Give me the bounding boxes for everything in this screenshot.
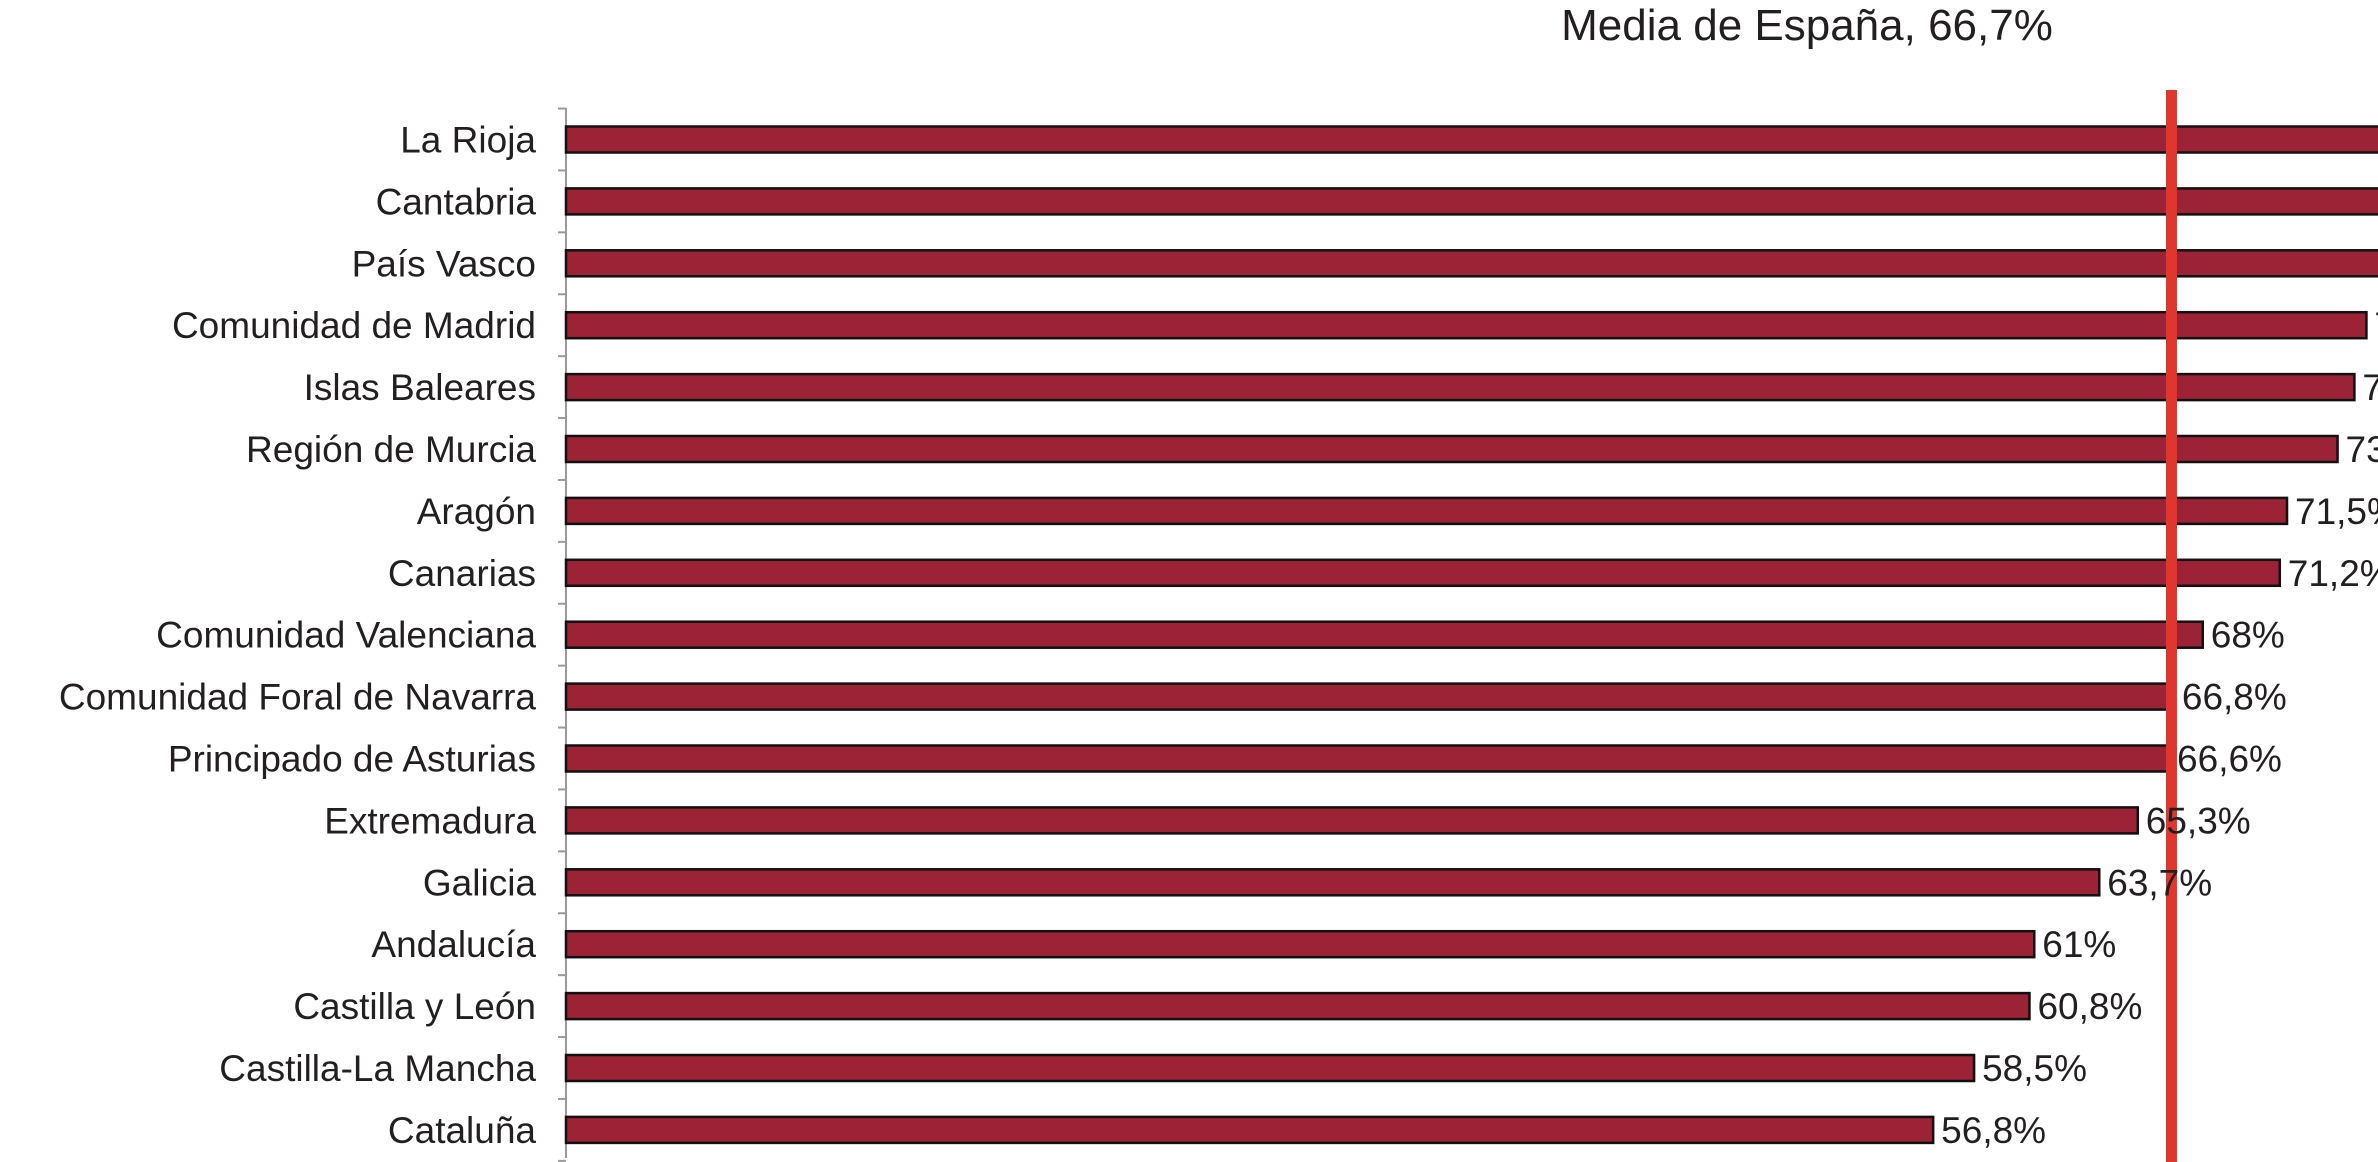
- category-label: Comunidad Valenciana: [156, 615, 536, 656]
- bar: [564, 682, 2176, 711]
- category-label: Castilla y León: [293, 986, 536, 1027]
- category-label: Canarias: [388, 553, 536, 594]
- data-label: 68%: [2211, 615, 2285, 656]
- category-label: La Rioja: [400, 120, 536, 161]
- bar: [564, 868, 2101, 897]
- category-label: Región de Murcia: [246, 429, 536, 470]
- bar: [564, 620, 2205, 649]
- bar: [564, 929, 2036, 959]
- bar: [564, 187, 2378, 216]
- data-label: 74,3%: [2362, 367, 2378, 408]
- category-label: Galicia: [423, 862, 537, 903]
- bar: [564, 496, 2289, 526]
- bar: [564, 991, 2031, 1021]
- bar: [564, 125, 2378, 154]
- data-label: 56,8%: [1941, 1110, 2046, 1151]
- data-label: 73,6%: [2346, 429, 2378, 470]
- labels-layer: La Rioja89,7%Cantabria82,4%País Vasco80,…: [59, 120, 2378, 1151]
- bar: [564, 310, 2368, 340]
- category-label: Islas Baleares: [304, 367, 536, 408]
- bar: [564, 744, 2171, 773]
- category-label: Cantabria: [376, 181, 537, 222]
- data-label: 61%: [2042, 924, 2116, 965]
- category-label: Comunidad Foral de Navarra: [59, 677, 537, 718]
- bar: [564, 434, 2339, 464]
- bar: [564, 249, 2378, 278]
- data-label: 65,3%: [2146, 800, 2251, 841]
- category-label: Castilla-La Mancha: [219, 1048, 536, 1089]
- data-label: 63,7%: [2107, 862, 2212, 903]
- bar: [564, 806, 2140, 835]
- reference-line-label: Media de España, 66,7%: [1561, 1, 2053, 50]
- category-label: Extremadura: [324, 800, 536, 841]
- data-label: 66,6%: [2177, 739, 2282, 780]
- bar: [564, 1053, 1976, 1083]
- category-label: Comunidad de Madrid: [172, 305, 536, 346]
- category-label: Principado de Asturias: [168, 739, 536, 780]
- data-label: 66,8%: [2182, 677, 2287, 718]
- category-label: País Vasco: [352, 243, 536, 284]
- bar: [564, 372, 2356, 402]
- data-label: 74,8%: [2374, 305, 2378, 346]
- data-label: 58,5%: [1982, 1048, 2087, 1089]
- bars-layer: [564, 125, 2378, 1145]
- data-label: 60,8%: [2037, 986, 2142, 1027]
- bar: [564, 558, 2282, 588]
- category-label: Aragón: [417, 491, 536, 532]
- data-label: 71,2%: [2288, 553, 2378, 594]
- bar: [564, 1115, 1935, 1145]
- data-label: 71,5%: [2295, 491, 2378, 532]
- category-label: Cataluña: [388, 1110, 537, 1151]
- category-label: Andalucía: [371, 924, 536, 965]
